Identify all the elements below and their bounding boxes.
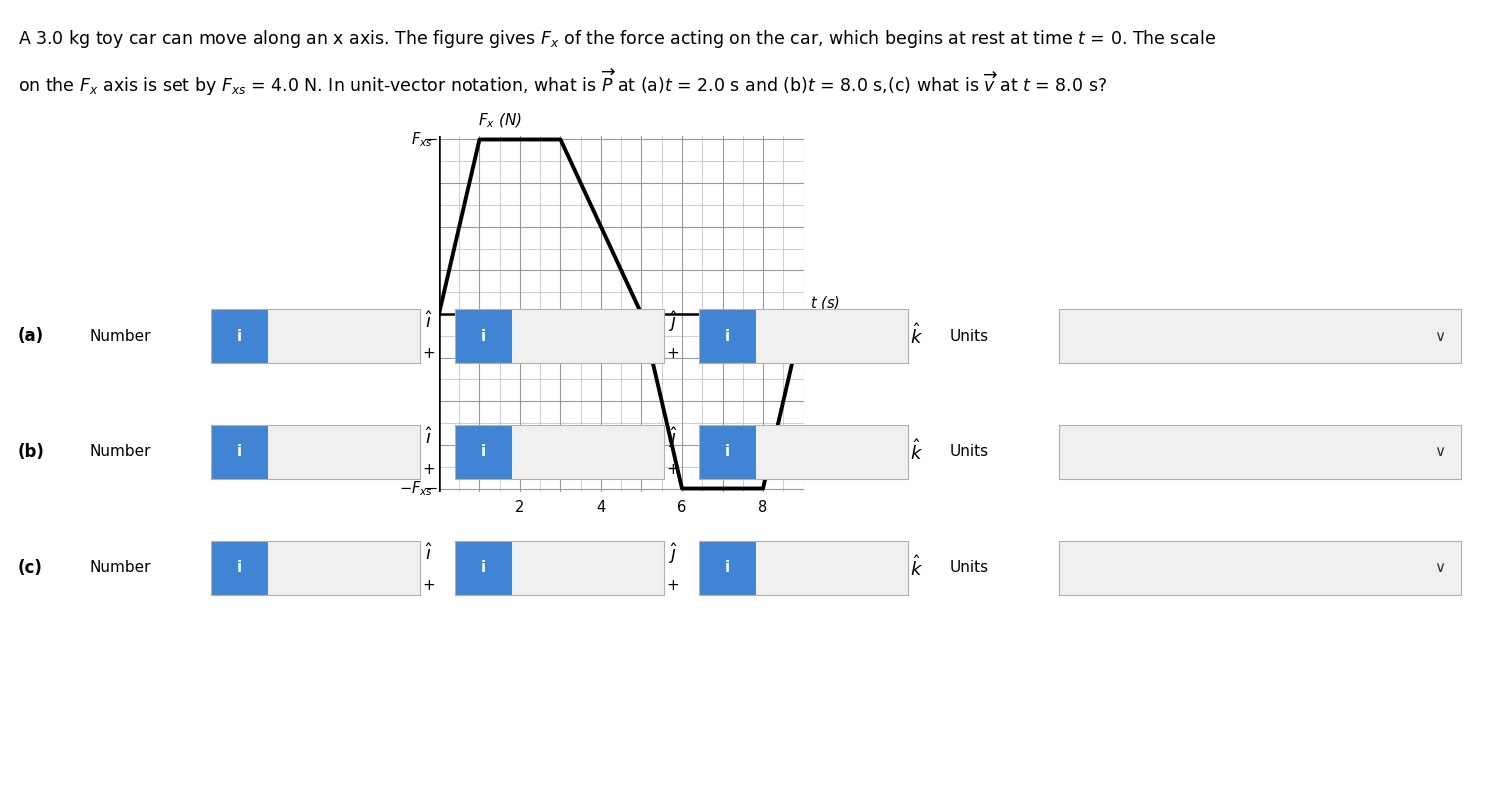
FancyBboxPatch shape (211, 425, 268, 479)
Text: +: + (667, 346, 679, 361)
Text: (c): (c) (18, 559, 43, 577)
Text: (b): (b) (18, 443, 45, 461)
FancyBboxPatch shape (455, 541, 512, 595)
Text: ∨: ∨ (1434, 329, 1445, 343)
Text: (a): (a) (18, 327, 45, 345)
FancyBboxPatch shape (699, 541, 756, 595)
Text: $F_x$ (N): $F_x$ (N) (478, 111, 522, 130)
Text: $-F_{xs}$: $-F_{xs}$ (399, 479, 433, 498)
Text: Units: Units (949, 329, 988, 343)
Text: $F_{xs}$: $F_{xs}$ (411, 130, 433, 149)
FancyBboxPatch shape (455, 425, 512, 479)
Text: $\hat{k}$: $\hat{k}$ (911, 556, 923, 580)
Text: $\hat{\jmath}$: $\hat{\jmath}$ (668, 310, 677, 334)
FancyBboxPatch shape (699, 425, 756, 479)
Text: i: i (237, 329, 243, 343)
Text: $\hat{\imath}$: $\hat{\imath}$ (424, 543, 433, 564)
Text: $\hat{k}$: $\hat{k}$ (911, 440, 923, 464)
FancyBboxPatch shape (211, 309, 268, 363)
Text: ∨: ∨ (1434, 561, 1445, 575)
Text: i: i (725, 329, 731, 343)
FancyBboxPatch shape (455, 309, 512, 363)
Text: +: + (667, 462, 679, 477)
Text: i: i (481, 445, 487, 459)
Text: +: + (423, 462, 434, 477)
Text: ∨: ∨ (1434, 445, 1445, 459)
Text: +: + (667, 578, 679, 593)
FancyBboxPatch shape (211, 541, 268, 595)
Text: Number: Number (89, 445, 150, 459)
Text: Number: Number (89, 561, 150, 575)
Text: i: i (725, 445, 731, 459)
Text: $\hat{\jmath}$: $\hat{\jmath}$ (668, 542, 677, 566)
Text: A 3.0 kg toy car can move along an x axis. The figure gives $F_x$ of the force a: A 3.0 kg toy car can move along an x axi… (18, 28, 1216, 50)
Text: $\hat{\imath}$: $\hat{\imath}$ (424, 427, 433, 448)
Text: i: i (237, 445, 243, 459)
Text: $\hat{\imath}$: $\hat{\imath}$ (424, 311, 433, 332)
Text: +: + (423, 346, 434, 361)
Text: $\hat{k}$: $\hat{k}$ (911, 324, 923, 348)
Text: on the $F_x$ axis is set by $F_{xs}$ = 4.0 N. In unit-vector notation, what is $: on the $F_x$ axis is set by $F_{xs}$ = 4… (18, 68, 1107, 98)
Text: i: i (481, 329, 487, 343)
Text: +: + (423, 578, 434, 593)
Text: Number: Number (89, 329, 150, 343)
Text: Units: Units (949, 561, 988, 575)
Text: i: i (725, 561, 731, 575)
FancyBboxPatch shape (699, 309, 756, 363)
Text: $t$ (s): $t$ (s) (809, 294, 839, 312)
Text: i: i (481, 561, 487, 575)
Text: $\hat{\jmath}$: $\hat{\jmath}$ (668, 426, 677, 450)
Text: Units: Units (949, 445, 988, 459)
Text: i: i (237, 561, 243, 575)
